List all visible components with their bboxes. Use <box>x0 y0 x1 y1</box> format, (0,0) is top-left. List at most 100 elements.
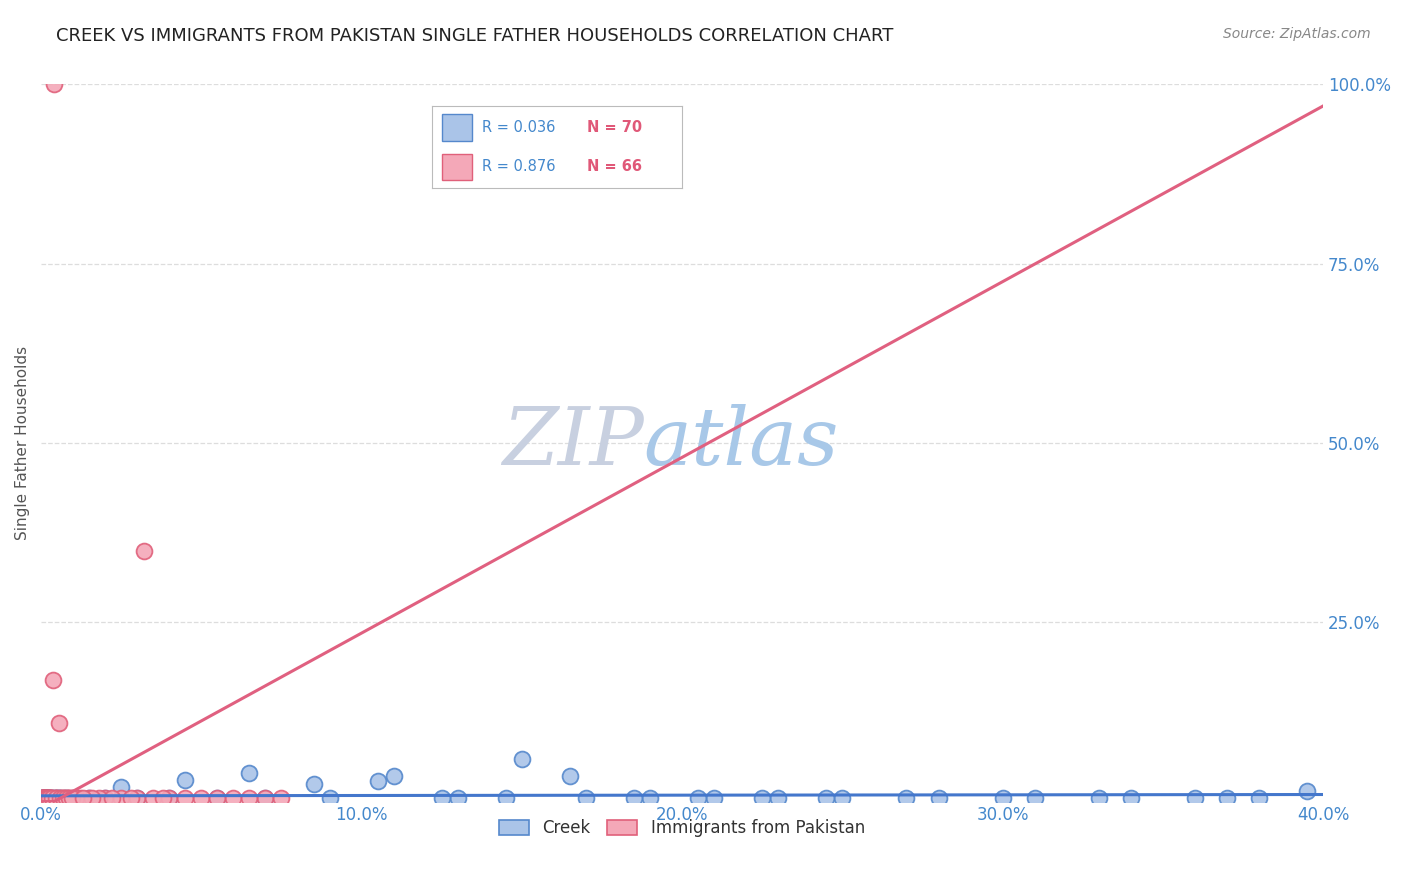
Point <box>100 791 122 805</box>
Point <box>37 791 59 805</box>
Point <box>72 791 94 805</box>
Point <box>31 791 53 805</box>
Point <box>37 791 59 805</box>
Point <box>55 791 77 805</box>
Point <box>32 791 55 805</box>
Point <box>39 791 62 805</box>
Point <box>367 774 389 789</box>
Point <box>37 791 59 805</box>
Point <box>157 791 180 805</box>
Point <box>31 791 53 805</box>
Point <box>127 791 149 805</box>
Point <box>58 791 80 805</box>
Text: Source: ZipAtlas.com: Source: ZipAtlas.com <box>1223 27 1371 41</box>
Point <box>32 791 55 805</box>
Point <box>41 791 63 805</box>
Point <box>831 791 853 805</box>
Point <box>31 791 53 805</box>
Point <box>35 791 58 805</box>
Point <box>62 791 84 805</box>
Point <box>1296 784 1319 798</box>
Point <box>38 791 60 805</box>
Point <box>190 791 212 805</box>
Point <box>35 791 58 805</box>
Point <box>41 791 63 805</box>
Point <box>1184 791 1206 805</box>
Text: ZIP: ZIP <box>502 404 644 482</box>
Point <box>447 791 470 805</box>
Point <box>82 791 104 805</box>
Point <box>39 791 62 805</box>
Point <box>45 791 67 805</box>
Point <box>31 791 53 805</box>
Point <box>32 791 55 805</box>
Point <box>35 791 58 805</box>
Point <box>39 791 62 805</box>
Point <box>46 791 69 805</box>
Point <box>77 791 100 805</box>
Point <box>34 791 56 805</box>
Point <box>254 791 277 805</box>
Point <box>42 78 65 92</box>
Point <box>34 791 56 805</box>
Point <box>132 543 155 558</box>
Point <box>35 791 58 805</box>
Point <box>48 715 70 730</box>
Point <box>768 791 790 805</box>
Point <box>52 791 75 805</box>
Point <box>32 791 55 805</box>
Point <box>174 773 197 788</box>
Point <box>34 791 56 805</box>
Point <box>37 791 59 805</box>
Point <box>1087 791 1109 805</box>
Point <box>46 791 69 805</box>
Point <box>35 791 58 805</box>
Point <box>69 791 91 805</box>
Point <box>77 791 100 805</box>
Point <box>34 791 56 805</box>
Point <box>48 791 70 805</box>
Point <box>53 791 76 805</box>
Point <box>34 791 56 805</box>
Point <box>31 791 53 805</box>
Point <box>44 791 66 805</box>
Point <box>1247 791 1270 805</box>
Point <box>34 791 56 805</box>
Point <box>52 791 75 805</box>
Point <box>35 791 58 805</box>
Point <box>49 791 72 805</box>
Point <box>42 673 65 687</box>
Point <box>110 780 132 795</box>
Point <box>558 769 581 783</box>
Point <box>48 791 70 805</box>
Point <box>382 769 405 783</box>
Point <box>31 791 53 805</box>
Point <box>302 777 325 791</box>
Point <box>41 791 63 805</box>
Point <box>32 791 55 805</box>
Point <box>39 791 62 805</box>
Point <box>42 791 65 805</box>
Point <box>510 751 533 765</box>
Point <box>94 791 117 805</box>
Point <box>120 791 142 805</box>
Point <box>44 791 66 805</box>
Point <box>238 791 260 805</box>
Point <box>34 791 56 805</box>
Point <box>127 791 149 805</box>
Text: atlas: atlas <box>644 404 839 482</box>
Text: CREEK VS IMMIGRANTS FROM PAKISTAN SINGLE FATHER HOUSEHOLDS CORRELATION CHART: CREEK VS IMMIGRANTS FROM PAKISTAN SINGLE… <box>56 27 894 45</box>
Point <box>928 791 950 805</box>
Point <box>49 791 72 805</box>
Point <box>32 791 55 805</box>
Point <box>87 791 110 805</box>
Point <box>142 791 165 805</box>
Point <box>94 791 117 805</box>
Point <box>207 791 229 805</box>
Point <box>430 791 453 805</box>
Point <box>35 791 58 805</box>
Point <box>38 791 60 805</box>
Point <box>207 791 229 805</box>
Point <box>495 791 517 805</box>
Point <box>270 791 292 805</box>
